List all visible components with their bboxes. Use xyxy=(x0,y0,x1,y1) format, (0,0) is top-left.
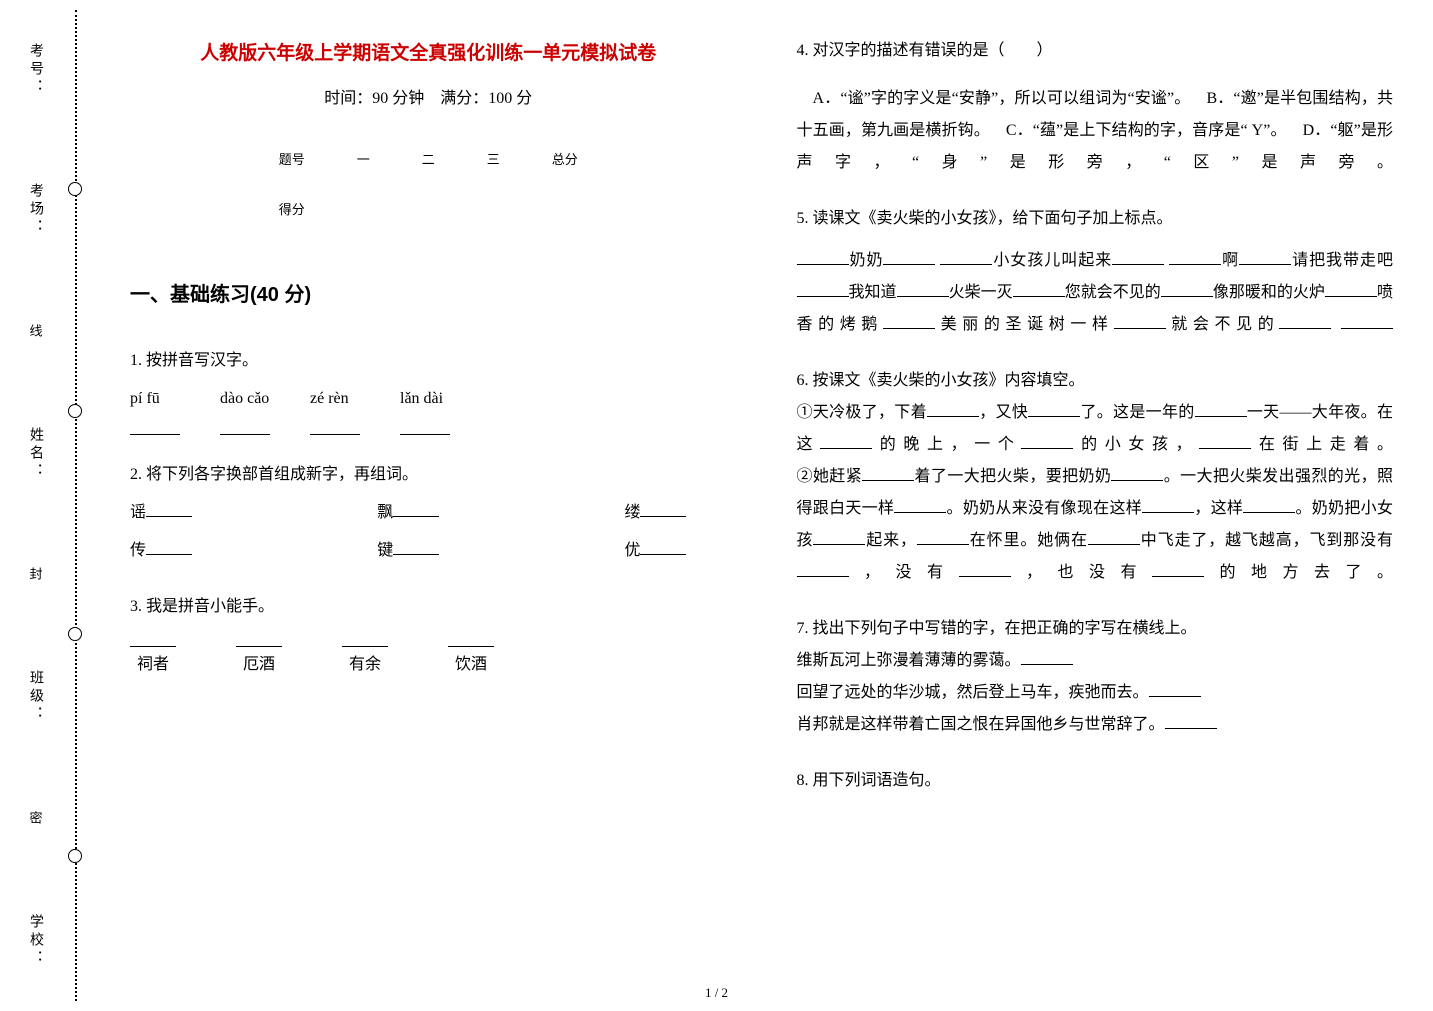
q3-item-0: 祠者 xyxy=(130,631,176,681)
question-3: 3. 我是拼音小能手。 祠者 厄酒 有余 饮酒 xyxy=(130,591,727,681)
question-6: 6. 按课文《卖火柴的小女孩》内容填空。 ①天冷极了，下着，又快了。这是一年的一… xyxy=(797,365,1394,589)
q2-r2-0: 传 xyxy=(130,535,192,567)
score-th-1: 一 xyxy=(331,135,396,185)
q6-stem: 6. 按课文《卖火柴的小女孩》内容填空。 xyxy=(797,365,1394,397)
q3-stem: 3. 我是拼音小能手。 xyxy=(130,591,727,623)
q6-para2: ②她赶紧着了一大把火柴，要把奶奶。一大把火柴发出强烈的光，照得跟白天一样。奶奶从… xyxy=(797,461,1394,589)
q3-item-3: 饮酒 xyxy=(448,631,494,681)
binding-circle xyxy=(68,627,82,641)
score-table-header-row: 题号 一 二 三 总分 xyxy=(253,135,604,185)
q3-item-1: 厄酒 xyxy=(236,631,282,681)
vlabel-class: 班级： xyxy=(25,670,45,724)
question-1: 1. 按拼音写汉字。 pí fū dào cǎo zé rèn lǎn dài xyxy=(130,345,727,435)
q1-item-3: lǎn dài xyxy=(400,383,450,435)
q5-stem: 5. 读课文《卖火柴的小女孩》，给下面句子加上标点。 xyxy=(797,203,1394,235)
right-column: 4. 对汉字的描述有错误的是（ ） A．“谧”字的字义是“安静”，所以可以组词为… xyxy=(797,35,1394,976)
q4-stem: 4. 对汉字的描述有错误的是（ ） xyxy=(797,35,1394,67)
q3-item-2: 有余 xyxy=(342,631,388,681)
q2-r1-0: 谣 xyxy=(130,497,192,529)
q1-item-0: pí fū xyxy=(130,383,180,435)
left-column: 人教版六年级上学期语文全真强化训练一单元模拟试卷 时间：90 分钟 满分：100… xyxy=(130,35,727,976)
q2-row1: 谣 飘 缕 xyxy=(130,497,727,529)
q1-py-1: dào cǎo xyxy=(220,390,269,407)
q6-para1: ①天冷极了，下着，又快了。这是一年的一天——大年夜。在这的晚上，一个的小女孩，在… xyxy=(797,397,1394,461)
q2-r2-2: 优 xyxy=(624,535,686,567)
q2-r1-1: 飘 xyxy=(377,497,439,529)
q1-blank-2 xyxy=(310,417,360,435)
question-5: 5. 读课文《卖火柴的小女孩》，给下面句子加上标点。 奶奶 小女孩儿叫起来 啊请… xyxy=(797,203,1394,341)
binding-circle xyxy=(68,182,82,196)
q1-item-2: zé rèn xyxy=(310,383,360,435)
vlabel-number: 考号： xyxy=(25,43,45,97)
q3-row: 祠者 厄酒 有余 饮酒 xyxy=(130,631,727,681)
time-score-line: 时间：90 分钟 满分：100 分 xyxy=(130,83,727,115)
q2-stem: 2. 将下列各字换部首组成新字，再组词。 xyxy=(130,459,727,491)
q7-s1: 维斯瓦河上弥漫着薄薄的雾蔼。 xyxy=(797,645,1394,677)
score-th-0: 题号 xyxy=(253,135,331,185)
vertical-label-group: 学校： 密 班级： 封 姓名： 线 考场： 考号： xyxy=(25,0,45,1011)
score-th-4: 总分 xyxy=(526,135,604,185)
q7-s3: 肖邦就是这样带着亡国之恨在异国他乡与世常辞了。 xyxy=(797,709,1394,741)
vlabel-room: 考场： xyxy=(25,183,45,237)
score-blank-2 xyxy=(396,185,461,235)
seal-char-feng: 封 xyxy=(26,567,45,584)
content-columns: 人教版六年级上学期语文全真强化训练一单元模拟试卷 时间：90 分钟 满分：100… xyxy=(130,35,1393,976)
binding-circle xyxy=(68,404,82,418)
q4-options: A．“谧”字的字义是“安静”，所以可以组词为“安谧”。 B．“邀”是半包围结构，… xyxy=(797,83,1394,179)
score-row2-label: 得分 xyxy=(253,185,331,235)
score-table: 题号 一 二 三 总分 得分 xyxy=(253,135,604,235)
binding-circle xyxy=(68,849,82,863)
q1-blank-0 xyxy=(130,417,180,435)
q1-py-0: pí fū xyxy=(130,390,160,407)
q1-blank-3 xyxy=(400,417,450,435)
question-2: 2. 将下列各字换部首组成新字，再组词。 谣 飘 缕 传 键 优 xyxy=(130,459,727,567)
paper-title: 人教版六年级上学期语文全真强化训练一单元模拟试卷 xyxy=(130,35,727,73)
score-blank-3 xyxy=(461,185,526,235)
seal-char-mi: 密 xyxy=(26,811,45,828)
q1-blank-1 xyxy=(220,417,270,435)
score-blank-4 xyxy=(526,185,604,235)
score-blank-1 xyxy=(331,185,396,235)
q1-py-2: zé rèn xyxy=(310,390,349,407)
score-table-value-row: 得分 xyxy=(253,185,604,235)
vlabel-school: 学校： xyxy=(25,914,45,968)
section-1-header: 一、基础练习(40 分) xyxy=(130,275,727,315)
q1-pinyin-row: pí fū dào cǎo zé rèn lǎn dài xyxy=(130,383,727,435)
q8-stem: 8. 用下列词语造句。 xyxy=(797,765,1394,797)
q1-item-1: dào cǎo xyxy=(220,383,270,435)
seal-char-xian: 线 xyxy=(26,324,45,341)
vlabel-name: 姓名： xyxy=(25,427,45,481)
question-7: 7. 找出下列句子中写错的字，在把正确的字写在横线上。 维斯瓦河上弥漫着薄薄的雾… xyxy=(797,613,1394,741)
question-4: 4. 对汉字的描述有错误的是（ ） A．“谧”字的字义是“安静”，所以可以组词为… xyxy=(797,35,1394,179)
score-th-3: 三 xyxy=(461,135,526,185)
q7-stem: 7. 找出下列句子中写错的字，在把正确的字写在横线上。 xyxy=(797,613,1394,645)
q5-body: 奶奶 小女孩儿叫起来 啊请把我带走吧我知道火柴一灭您就会不见的像那暖和的火炉喷香… xyxy=(797,245,1394,341)
q1-py-3: lǎn dài xyxy=(400,390,443,407)
question-8: 8. 用下列词语造句。 xyxy=(797,765,1394,797)
q2-r1-2: 缕 xyxy=(624,497,686,529)
q2-row2: 传 键 优 xyxy=(130,535,727,567)
q2-r2-1: 键 xyxy=(377,535,439,567)
q7-s2: 回望了远处的华沙城，然后登上马车，疾弛而去。 xyxy=(797,677,1394,709)
q1-stem: 1. 按拼音写汉字。 xyxy=(130,345,727,377)
page-footer: 1 / 2 xyxy=(705,985,728,1001)
binding-margin: 学校： 密 班级： 封 姓名： 线 考场： 考号： xyxy=(0,0,105,1011)
score-th-2: 二 xyxy=(396,135,461,185)
